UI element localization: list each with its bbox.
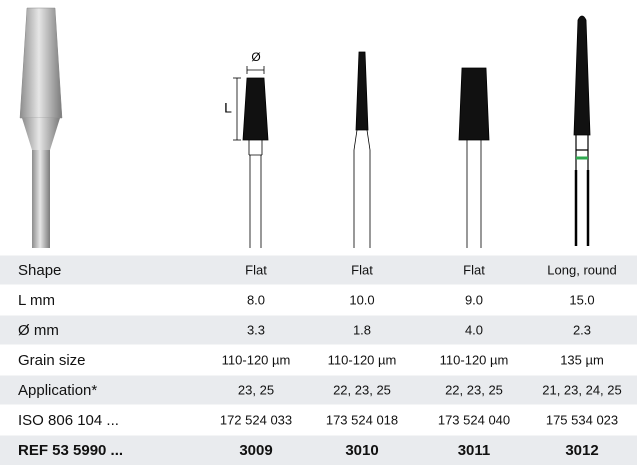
cell: Flat — [245, 262, 267, 277]
bur-drawing-3009 — [233, 66, 269, 248]
cell: 22, 23, 25 — [333, 382, 391, 397]
table-row-bg — [0, 285, 637, 315]
row-label: Application* — [18, 382, 97, 399]
cell: 23, 25 — [238, 382, 274, 397]
cell: 172 524 033 — [220, 412, 292, 427]
cell: 8.0 — [247, 292, 265, 307]
table-row-bg — [0, 255, 637, 285]
cell: 10.0 — [349, 292, 374, 307]
row-label: L mm — [18, 292, 55, 309]
cell: 3.3 — [247, 322, 265, 337]
row-label: Grain size — [18, 352, 86, 369]
row-label: Ø mm — [18, 322, 59, 339]
table-row-bg — [0, 405, 637, 435]
cell: 3011 — [458, 442, 491, 459]
table-row-bg — [0, 435, 637, 465]
bur-drawing-3012 — [573, 15, 591, 246]
table-row-bg — [0, 375, 637, 405]
cell: 110-120 µm — [222, 352, 291, 367]
cell: 3010 — [345, 442, 378, 459]
bur-drawing-3011 — [458, 67, 490, 248]
length-label: L — [224, 100, 232, 116]
row-label: REF 53 5990 ... — [18, 442, 123, 459]
cell: Flat — [351, 262, 373, 277]
bur-photo — [19, 7, 63, 248]
cell: 135 µm — [560, 352, 604, 367]
cell: Flat — [463, 262, 485, 277]
row-label: ISO 806 104 ... — [18, 412, 119, 429]
cell: 22, 23, 25 — [445, 382, 503, 397]
row-label: Shape — [18, 262, 61, 279]
cell: 4.0 — [465, 322, 483, 337]
cell: 175 534 023 — [546, 412, 618, 427]
cell: 21, 23, 24, 25 — [542, 382, 622, 397]
cell: 15.0 — [569, 292, 594, 307]
cell: 110-120 µm — [328, 352, 397, 367]
diameter-label: Ø — [251, 50, 260, 64]
cell: 110-120 µm — [440, 352, 509, 367]
cell: Long, round — [547, 262, 616, 277]
cell: 3009 — [239, 442, 272, 459]
table-row-bg — [0, 315, 637, 345]
cell: 173 524 018 — [326, 412, 398, 427]
cell: 9.0 — [465, 292, 483, 307]
cell: 1.8 — [353, 322, 371, 337]
table-row-bg — [0, 345, 637, 375]
cell: 173 524 040 — [438, 412, 510, 427]
bur-drawing-3010 — [353, 51, 371, 248]
cell: 2.3 — [573, 322, 591, 337]
spec-table: Shape Flat Flat Flat Long, round L mm 8.0 10.0 9… — [0, 254, 637, 465]
cell: 3012 — [565, 442, 598, 459]
